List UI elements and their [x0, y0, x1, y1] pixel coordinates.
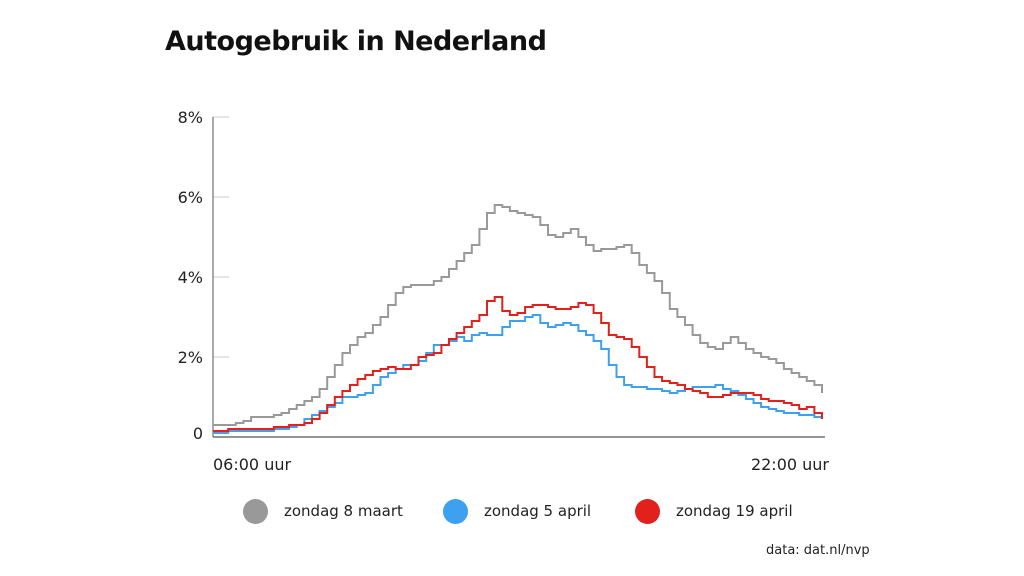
legend-label-2: zondag 5 april: [484, 502, 592, 520]
series-line-3: [213, 296, 823, 432]
legend-swatch-1: [243, 498, 268, 524]
legend-swatch-3: [635, 498, 660, 524]
legend-label-1: zondag 8 maart: [284, 502, 403, 520]
chart-title: Autogebruik in Nederland: [165, 26, 547, 57]
y-tick-label: 2%: [178, 348, 203, 367]
legend-item-3: zondag 19 april: [635, 497, 793, 525]
x-tick-label-start: 06:00 uur: [213, 455, 291, 474]
y-axis-tick-marks: [213, 116, 229, 358]
legend-item-2: zondag 5 april: [443, 497, 591, 525]
legend-swatch-2: [443, 498, 468, 524]
x-tick-label-end: 22:00 uur: [751, 455, 829, 474]
series-line-1: [213, 204, 823, 426]
legend-label-3: zondag 19 april: [676, 502, 793, 520]
chart-legend: zondag 8 maart zondag 5 april zondag 19 …: [0, 497, 1024, 525]
y-tick-label: 0: [193, 424, 203, 443]
source-note: data: dat.nl/nvp: [766, 543, 870, 558]
series-line-2: [213, 314, 823, 434]
y-tick-label: 6%: [178, 188, 203, 207]
series-lines: [213, 204, 823, 434]
y-tick-label: 4%: [178, 268, 203, 287]
legend-item-1: zondag 8 maart: [243, 497, 403, 525]
y-tick-label: 8%: [178, 108, 203, 127]
y-axis-tick-labels: 0 2% 4% 6% 8%: [178, 108, 203, 443]
